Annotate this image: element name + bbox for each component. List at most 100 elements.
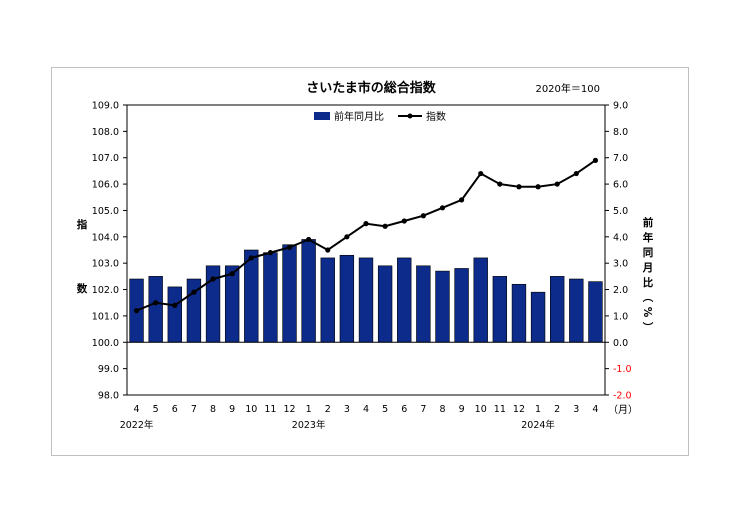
left-tick-label: 105.0 xyxy=(92,206,119,217)
x-tick-label: 2 xyxy=(554,404,560,415)
year-label: 2022年 xyxy=(120,419,154,431)
index-point xyxy=(133,308,140,314)
bar xyxy=(282,244,297,343)
index-point xyxy=(554,181,560,187)
x-tick-label: 7 xyxy=(191,404,197,415)
right-tick-label: 9.0 xyxy=(613,101,628,112)
index-point xyxy=(478,170,484,177)
index-point xyxy=(229,271,235,277)
bar xyxy=(377,265,393,343)
x-tick-label: 12 xyxy=(283,404,295,415)
index-point xyxy=(592,157,599,163)
index-point xyxy=(267,250,273,256)
x-tick-label: 9 xyxy=(229,404,235,415)
index-point xyxy=(344,234,350,240)
bar xyxy=(588,281,603,343)
chart-subtitle: 2020年＝100 xyxy=(535,82,600,95)
left-axis-ticks: 98.0 99.0 100.0 101.0 102.0 103.0 104.0 105.0 10… xyxy=(92,101,127,402)
legend-line-label: 指数 xyxy=(426,110,446,123)
right-axis-title-char: 前 xyxy=(643,216,654,229)
bar xyxy=(148,276,163,343)
bar xyxy=(224,265,240,343)
right-axis-title-char: 比 xyxy=(643,276,654,289)
left-tick-label: 98.0 xyxy=(98,391,119,402)
right-tick-label: 1.0 xyxy=(613,311,628,322)
x-tick-label: 5 xyxy=(153,404,159,415)
index-point xyxy=(459,197,465,203)
bar xyxy=(511,283,527,343)
bar xyxy=(569,278,584,343)
x-tick-label: 6 xyxy=(401,404,407,415)
bar xyxy=(454,268,469,343)
bar xyxy=(244,249,259,343)
chart-title: さいたま市の総合指数 xyxy=(306,80,437,96)
left-axis-title: 指数 xyxy=(76,218,88,295)
right-tick-label: 4.0 xyxy=(613,232,628,243)
right-tick-label: -2.0 xyxy=(613,391,632,402)
bar-series xyxy=(129,239,603,343)
left-tick-label: 103.0 xyxy=(92,259,119,270)
x-tick-label: 10 xyxy=(245,404,257,415)
index-point xyxy=(420,213,426,219)
index-point xyxy=(439,205,446,211)
right-tick-label: 2.0 xyxy=(613,285,628,296)
bar xyxy=(530,291,546,343)
right-axis-ticks: -2.0 -1.0 0.0 1.0 2.0 3.0 4.0 5.0 6.0 7.0 8.0 9.0 xyxy=(605,101,632,402)
x-tick-label: 1 xyxy=(535,404,541,415)
right-axis-title: 前年同月比 （% ） xyxy=(641,216,654,332)
left-tick-label: 99.0 xyxy=(98,364,119,375)
right-tick-label: 8.0 xyxy=(613,127,628,138)
x-tick-label: 4 xyxy=(592,404,598,415)
index-point xyxy=(153,300,159,306)
bar xyxy=(473,257,488,343)
line-series xyxy=(133,157,599,314)
legend: 前年同月比 指数 xyxy=(314,110,446,123)
right-tick-label: 7.0 xyxy=(613,153,628,164)
index-point xyxy=(172,302,178,308)
index-point xyxy=(325,247,331,253)
bar xyxy=(320,257,335,343)
x-tick-label: 1 xyxy=(306,404,312,415)
x-tick-label: 11 xyxy=(264,404,276,415)
legend-bar-swatch xyxy=(314,112,330,120)
right-axis-title-char: 同 xyxy=(643,247,654,259)
right-tick-label: 3.0 xyxy=(613,259,628,270)
index-point xyxy=(573,170,579,177)
right-tick-label: 6.0 xyxy=(613,180,628,191)
right-tick-label: 0.0 xyxy=(613,338,628,349)
right-tick-label: -1.0 xyxy=(613,364,632,375)
bar xyxy=(301,239,316,343)
bar xyxy=(358,257,374,343)
left-tick-label: 108.0 xyxy=(92,127,119,138)
bar xyxy=(492,276,508,343)
legend-line-marker xyxy=(407,113,413,119)
left-axis-title-char: 数 xyxy=(76,282,88,295)
x-tick-label: 8 xyxy=(210,404,216,415)
left-tick-label: 101.0 xyxy=(92,311,119,322)
right-axis-title-char: 月 xyxy=(642,262,654,274)
left-tick-label: 100.0 xyxy=(92,338,119,349)
x-tick-label: 6 xyxy=(172,404,178,415)
index-point xyxy=(286,244,293,250)
index-point xyxy=(248,255,254,261)
x-tick-label: 2 xyxy=(325,404,331,415)
right-axis-title-char: ） xyxy=(641,322,654,333)
x-unit-label: （月） xyxy=(608,404,638,416)
bar xyxy=(339,254,355,343)
x-tick-label: 7 xyxy=(420,404,426,415)
index-point xyxy=(535,184,541,190)
index-point xyxy=(382,223,388,229)
left-tick-label: 102.0 xyxy=(92,285,119,296)
index-point xyxy=(401,218,407,224)
x-tick-label: 3 xyxy=(573,404,579,415)
x-tick-label: 4 xyxy=(134,404,140,415)
x-axis-labels: 4 5 6 7 8 9 10 11 12 1 2 3 4 5 6 7 8 9 10 11 12 1 2 3 4 xyxy=(134,404,599,415)
legend-bar-label: 前年同月比 xyxy=(334,110,384,123)
bar xyxy=(397,257,412,343)
index-point xyxy=(363,221,369,227)
left-axis-title-char: 指 xyxy=(77,218,88,231)
bar xyxy=(416,265,431,343)
left-tick-label: 107.0 xyxy=(92,153,119,164)
x-tick-label: 9 xyxy=(459,404,465,415)
plot-area xyxy=(126,104,606,396)
